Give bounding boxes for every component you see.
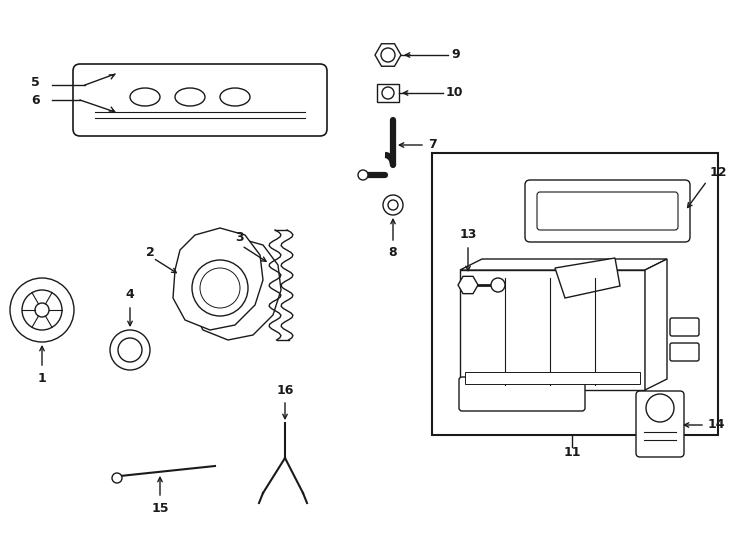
Circle shape: [35, 303, 49, 317]
Text: 8: 8: [389, 246, 397, 260]
Text: 4: 4: [126, 288, 134, 301]
Circle shape: [200, 268, 240, 308]
Text: 10: 10: [446, 86, 463, 99]
Text: 5: 5: [32, 77, 40, 90]
Text: 15: 15: [151, 502, 169, 515]
Polygon shape: [460, 270, 645, 390]
Text: 13: 13: [459, 228, 476, 241]
Circle shape: [358, 170, 368, 180]
Text: 12: 12: [710, 166, 727, 179]
Text: 16: 16: [276, 383, 294, 396]
FancyBboxPatch shape: [670, 318, 699, 336]
FancyBboxPatch shape: [636, 391, 684, 457]
Bar: [432, 153, 718, 435]
FancyBboxPatch shape: [73, 64, 327, 136]
FancyBboxPatch shape: [537, 192, 678, 230]
Circle shape: [22, 290, 62, 330]
Circle shape: [118, 338, 142, 362]
Text: 9: 9: [451, 49, 459, 62]
Polygon shape: [173, 228, 263, 330]
Text: 6: 6: [32, 93, 40, 106]
FancyBboxPatch shape: [525, 180, 690, 242]
Circle shape: [646, 394, 674, 422]
Polygon shape: [645, 259, 667, 390]
Circle shape: [110, 330, 150, 370]
Ellipse shape: [220, 88, 250, 106]
Circle shape: [381, 48, 395, 62]
Ellipse shape: [130, 88, 160, 106]
Polygon shape: [555, 258, 620, 298]
Text: 3: 3: [236, 231, 244, 244]
Circle shape: [491, 278, 505, 292]
Text: 7: 7: [428, 138, 437, 152]
Text: 11: 11: [563, 447, 581, 460]
Text: 14: 14: [708, 418, 725, 431]
Circle shape: [382, 87, 394, 99]
Circle shape: [10, 278, 74, 342]
Polygon shape: [460, 259, 667, 270]
Polygon shape: [191, 238, 281, 340]
Bar: [465, 372, 640, 384]
FancyBboxPatch shape: [670, 343, 699, 361]
Circle shape: [383, 195, 403, 215]
Text: 1: 1: [37, 372, 46, 384]
Text: 2: 2: [145, 246, 154, 259]
Circle shape: [112, 473, 122, 483]
Circle shape: [388, 200, 398, 210]
FancyBboxPatch shape: [459, 377, 585, 411]
Bar: [377, 84, 399, 102]
Circle shape: [192, 260, 248, 316]
Ellipse shape: [175, 88, 205, 106]
